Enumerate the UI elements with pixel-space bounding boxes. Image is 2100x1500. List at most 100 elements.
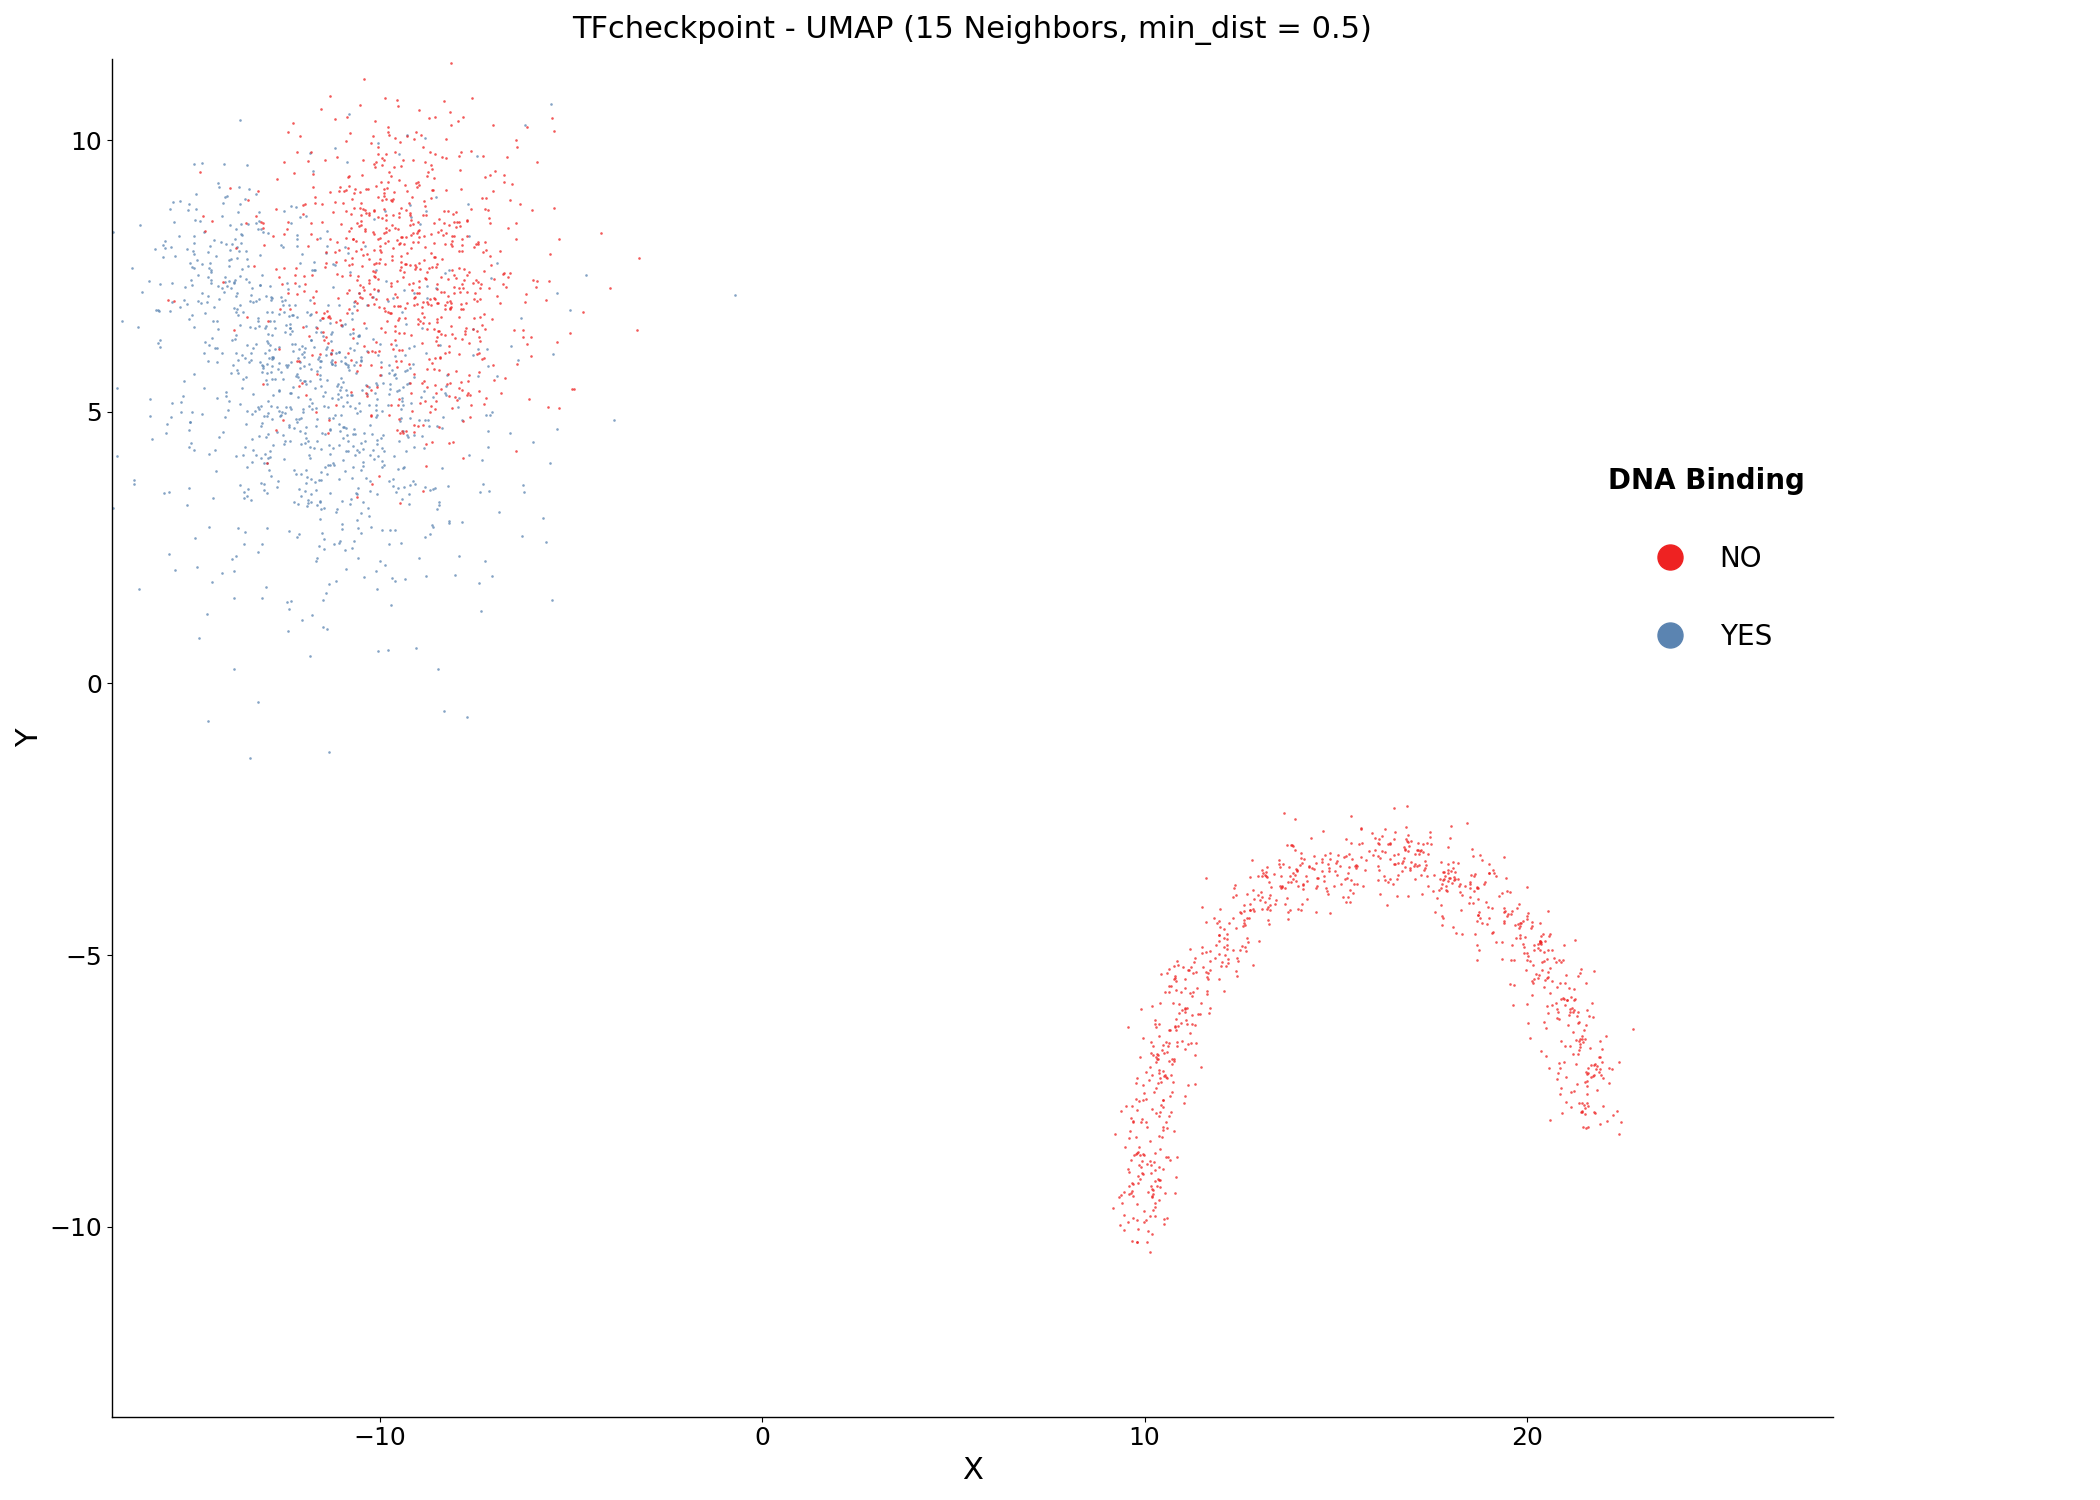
Point <box>494 261 527 285</box>
Point <box>393 472 426 496</box>
Point <box>1569 970 1602 994</box>
Point <box>1151 1066 1184 1090</box>
Point <box>1386 850 1420 874</box>
Point <box>262 378 296 402</box>
Point <box>298 258 332 282</box>
Point <box>248 368 281 392</box>
Point <box>279 195 313 219</box>
Point <box>363 237 397 261</box>
Point <box>420 326 454 350</box>
Point <box>1144 1100 1178 1124</box>
Point <box>439 201 472 225</box>
Point <box>309 326 342 350</box>
Point <box>536 588 569 612</box>
Point <box>334 488 367 512</box>
Point <box>1489 867 1522 891</box>
Point <box>1604 1110 1638 1134</box>
Point <box>1157 992 1191 1016</box>
Point <box>1252 912 1285 936</box>
Point <box>319 251 353 274</box>
Point <box>231 477 265 501</box>
Point <box>466 346 500 370</box>
Point <box>298 478 332 502</box>
Point <box>420 328 454 352</box>
Point <box>340 267 374 291</box>
Point <box>290 204 323 228</box>
Point <box>1535 993 1569 1017</box>
Point <box>437 224 470 248</box>
Point <box>357 340 391 364</box>
Point <box>212 255 246 279</box>
Point <box>487 261 521 285</box>
Point <box>170 292 204 316</box>
Point <box>319 393 353 417</box>
Point <box>403 99 437 123</box>
Point <box>176 238 210 262</box>
Point <box>1533 1108 1567 1132</box>
Point <box>1560 1042 1594 1066</box>
Point <box>1373 867 1407 891</box>
Point <box>1428 867 1462 891</box>
Point <box>244 243 277 267</box>
Point <box>279 292 313 316</box>
Point <box>365 519 399 543</box>
Point <box>1329 890 1363 914</box>
Point <box>405 290 439 314</box>
Point <box>344 164 378 188</box>
Point <box>225 256 258 280</box>
Point <box>227 532 260 556</box>
Point <box>1218 876 1252 900</box>
Point <box>1466 847 1499 871</box>
Point <box>378 480 412 504</box>
Point <box>1407 833 1441 856</box>
Point <box>395 392 428 416</box>
Point <box>380 380 414 404</box>
Point <box>1382 850 1415 874</box>
Point <box>340 546 374 570</box>
Point <box>359 381 393 405</box>
Point <box>420 255 454 279</box>
Point <box>1350 847 1384 871</box>
Point <box>462 572 496 596</box>
Point <box>1226 908 1260 932</box>
Point <box>1510 1011 1544 1035</box>
Point <box>1460 876 1493 900</box>
Point <box>407 194 441 217</box>
Point <box>1571 998 1604 1022</box>
Point <box>326 394 359 418</box>
Point <box>401 231 435 255</box>
Point <box>344 180 378 204</box>
Point <box>351 292 384 316</box>
Point <box>1371 833 1405 856</box>
Point <box>1575 1005 1609 1029</box>
Point <box>1199 933 1233 957</box>
Point <box>307 537 340 561</box>
Point <box>1520 936 1554 960</box>
Point <box>260 396 294 420</box>
Point <box>193 516 227 540</box>
Point <box>269 314 302 338</box>
Point <box>208 152 242 176</box>
Point <box>1357 821 1390 844</box>
Point <box>1564 1028 1598 1051</box>
Point <box>344 202 378 226</box>
Point <box>397 363 430 387</box>
Point <box>1510 903 1544 927</box>
Point <box>229 346 262 370</box>
Point <box>332 219 365 243</box>
Point <box>326 190 359 214</box>
Point <box>508 480 542 504</box>
Point <box>220 300 254 324</box>
Point <box>1329 827 1363 850</box>
Point <box>393 201 426 225</box>
Point <box>1363 833 1397 856</box>
Point <box>1546 950 1579 974</box>
Point <box>443 370 477 394</box>
Point <box>477 368 510 392</box>
Point <box>1287 873 1321 897</box>
Point <box>330 382 363 406</box>
Point <box>296 396 330 420</box>
Point <box>424 146 458 170</box>
Point <box>153 236 187 260</box>
Point <box>279 364 313 388</box>
